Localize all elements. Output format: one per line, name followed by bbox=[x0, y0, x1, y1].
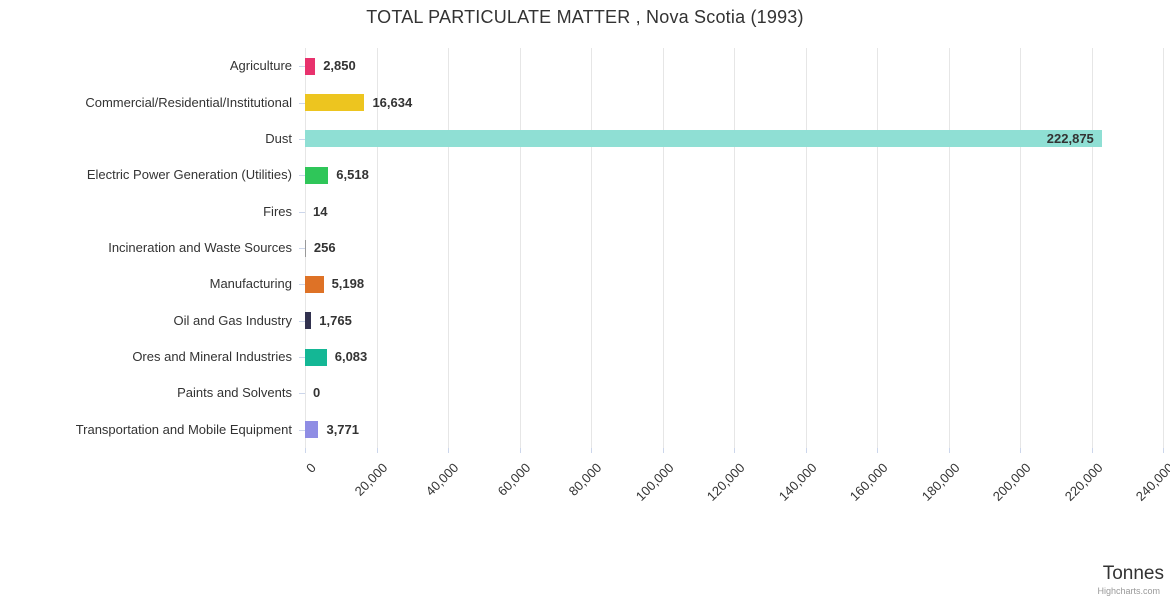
value-label-commercial-residential-institutional: 16,634 bbox=[372, 94, 413, 110]
x-gridline bbox=[591, 48, 592, 448]
value-label-ores-and-mineral-industries: 6,083 bbox=[334, 349, 368, 365]
x-gridline bbox=[1163, 48, 1164, 448]
x-gridline bbox=[948, 48, 950, 448]
x-axis-tick bbox=[305, 448, 306, 453]
x-gridline bbox=[376, 48, 378, 448]
category-label-dust: Dust bbox=[265, 130, 292, 146]
value-label-oil-and-gas-industry: 1,765 bbox=[319, 312, 352, 328]
x-axis-tick bbox=[734, 448, 735, 453]
category-label-ores-and-mineral-industries: Ores and Mineral Industries bbox=[132, 349, 292, 365]
bar-manufacturing[interactable] bbox=[305, 275, 324, 293]
x-axis-label: 80,000 bbox=[565, 460, 605, 499]
x-gridline bbox=[1020, 48, 1021, 448]
value-label-transportation-and-mobile-equipment: 3,771 bbox=[326, 421, 360, 437]
x-axis-label: 200,000 bbox=[989, 460, 1034, 504]
x-axis-tick bbox=[1163, 448, 1164, 453]
x-axis-tick bbox=[662, 448, 664, 453]
highcharts-credits-link[interactable]: Highcharts.com bbox=[1097, 586, 1160, 596]
bar-commercial-residential-institutional[interactable] bbox=[305, 94, 365, 112]
category-label-oil-and-gas-industry: Oil and Gas Industry bbox=[173, 312, 293, 328]
y-axis-tick bbox=[299, 429, 305, 431]
x-axis-label: 240,000 bbox=[1132, 460, 1170, 504]
x-gridline bbox=[519, 48, 521, 448]
x-axis-label: 0 bbox=[302, 460, 319, 476]
category-label-fires: Fires bbox=[263, 203, 292, 219]
value-label-dust: 222,875 bbox=[1046, 130, 1094, 146]
y-axis-tick bbox=[299, 248, 305, 249]
x-gridline bbox=[448, 48, 449, 448]
y-axis-tick bbox=[299, 138, 305, 140]
value-label-agriculture: 2,850 bbox=[323, 58, 356, 74]
plot-area bbox=[305, 48, 1164, 448]
bar-oil-and-gas-industry[interactable] bbox=[305, 312, 312, 330]
y-axis-tick bbox=[299, 102, 305, 104]
category-label-agriculture: Agriculture bbox=[229, 58, 292, 74]
bar-incineration-and-waste-sources[interactable] bbox=[305, 239, 306, 257]
bar-dust[interactable] bbox=[305, 130, 1102, 148]
bar-transportation-and-mobile-equipment[interactable] bbox=[305, 421, 319, 439]
x-axis-label: 60,000 bbox=[494, 460, 534, 499]
x-gridline bbox=[1091, 48, 1093, 448]
chart-title: TOTAL PARTICULATE MATTER , Nova Scotia (… bbox=[366, 7, 804, 27]
x-axis-label: 100,000 bbox=[632, 460, 677, 504]
x-gridline bbox=[734, 48, 735, 448]
category-label-commercial-residential-institutional: Commercial/Residential/Institutional bbox=[85, 94, 292, 110]
y-axis-tick bbox=[299, 66, 305, 68]
x-axis-label: 160,000 bbox=[846, 460, 891, 504]
x-axis-tick bbox=[1091, 448, 1093, 453]
value-label-incineration-and-waste-sources: 256 bbox=[313, 240, 336, 255]
category-label-incineration-and-waste-sources: Incineration and Waste Sources bbox=[108, 240, 292, 255]
x-gridline bbox=[805, 48, 807, 448]
x-axis-label: 180,000 bbox=[918, 460, 963, 504]
value-label-electric-power-generation-utilities: 6,518 bbox=[336, 167, 369, 183]
x-axis-label: 220,000 bbox=[1061, 460, 1106, 504]
y-axis-tick bbox=[299, 357, 305, 359]
category-label-manufacturing: Manufacturing bbox=[209, 276, 292, 292]
x-axis-tick bbox=[877, 448, 878, 453]
x-axis-tick bbox=[948, 448, 950, 453]
x-axis-tick bbox=[376, 448, 378, 453]
y-axis-tick bbox=[299, 393, 305, 395]
bar-electric-power-generation-utilities[interactable] bbox=[305, 166, 329, 184]
x-axis-label: 20,000 bbox=[351, 460, 391, 499]
x-axis-tick bbox=[805, 448, 807, 453]
x-gridline bbox=[662, 48, 664, 448]
y-axis-tick bbox=[299, 320, 305, 322]
x-axis-tick bbox=[1020, 448, 1021, 453]
x-gridline bbox=[877, 48, 878, 448]
category-label-electric-power-generation-utilities: Electric Power Generation (Utilities) bbox=[86, 167, 292, 183]
y-axis-tick bbox=[299, 211, 305, 213]
value-label-manufacturing: 5,198 bbox=[331, 276, 365, 292]
category-label-paints-and-solvents: Paints and Solvents bbox=[177, 385, 292, 401]
x-axis-tick bbox=[519, 448, 521, 453]
bar-agriculture[interactable] bbox=[305, 57, 316, 75]
x-axis-label: 40,000 bbox=[422, 460, 462, 499]
x-axis-label: 120,000 bbox=[703, 460, 748, 504]
value-label-paints-and-solvents: 0 bbox=[313, 385, 321, 401]
y-axis-tick bbox=[299, 175, 305, 177]
x-axis-title: Tonnes bbox=[1102, 563, 1164, 584]
x-axis-label: 140,000 bbox=[775, 460, 820, 504]
value-label-fires: 14 bbox=[313, 203, 328, 219]
x-axis-tick bbox=[591, 448, 592, 453]
x-axis-tick bbox=[448, 448, 449, 453]
bar-ores-and-mineral-industries[interactable] bbox=[305, 348, 327, 366]
y-axis-tick bbox=[299, 284, 305, 286]
category-label-transportation-and-mobile-equipment: Transportation and Mobile Equipment bbox=[75, 421, 292, 437]
